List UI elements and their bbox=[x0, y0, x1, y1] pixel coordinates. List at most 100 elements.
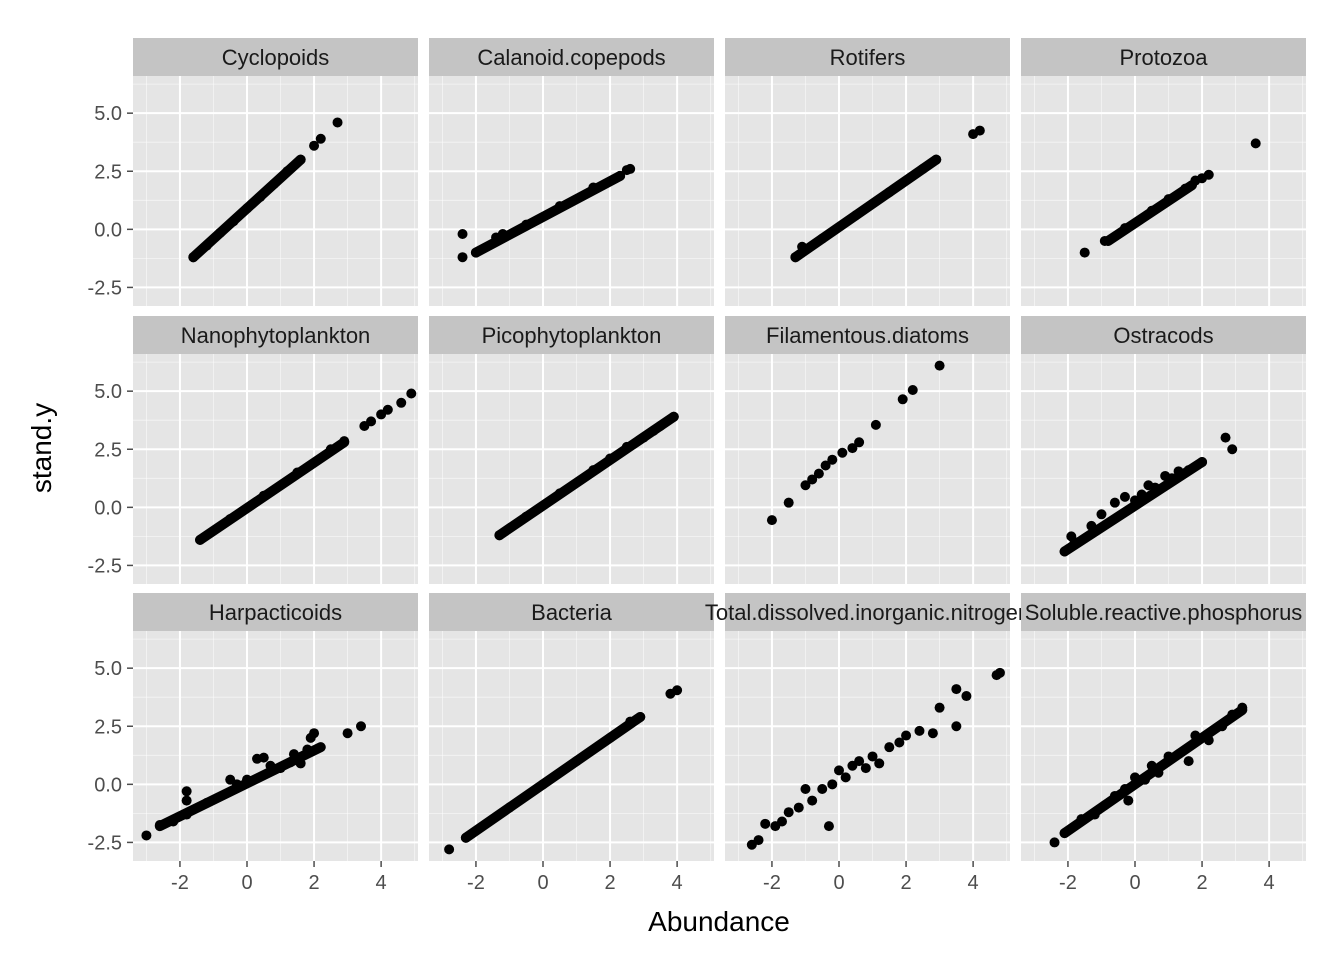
data-point bbox=[1069, 537, 1080, 548]
data-point bbox=[521, 219, 532, 230]
data-point bbox=[760, 818, 771, 829]
facet-data bbox=[188, 117, 343, 263]
y-tick-label: 2.5 bbox=[94, 161, 122, 183]
data-point bbox=[201, 240, 212, 251]
gridlines bbox=[133, 631, 418, 861]
data-point bbox=[951, 684, 962, 695]
y-tick-label: 5.0 bbox=[94, 103, 122, 125]
data-point bbox=[1086, 520, 1097, 531]
data-point bbox=[168, 816, 179, 827]
facet-panel: Harpacticoids bbox=[133, 593, 418, 861]
data-point bbox=[884, 742, 895, 753]
data-point bbox=[258, 752, 269, 763]
dense-point-band bbox=[1059, 457, 1208, 557]
x-tick-label: 2 bbox=[900, 872, 911, 894]
data-point bbox=[225, 513, 236, 524]
data-point bbox=[820, 460, 831, 471]
data-point bbox=[504, 802, 515, 813]
data-point bbox=[1203, 735, 1214, 746]
facet-data bbox=[1049, 702, 1248, 848]
data-point bbox=[807, 474, 818, 485]
data-point bbox=[870, 419, 881, 430]
data-point bbox=[894, 737, 905, 748]
facet-strip bbox=[133, 593, 418, 631]
facet-strip bbox=[429, 316, 714, 354]
facet-panels: Cyclopoids Calanoid.copepods Rotifers Proto… bbox=[133, 38, 1306, 861]
data-point bbox=[827, 454, 838, 465]
data-point bbox=[1227, 709, 1238, 720]
x-tick-label: 4 bbox=[376, 872, 387, 894]
facet-strip bbox=[1021, 593, 1306, 631]
x-tick-label: -2 bbox=[1059, 872, 1077, 894]
data-point bbox=[444, 844, 455, 855]
data-point bbox=[201, 797, 212, 808]
data-point bbox=[951, 721, 962, 732]
data-point bbox=[1173, 466, 1184, 477]
data-point bbox=[777, 816, 787, 827]
data-point bbox=[1153, 767, 1164, 778]
data-point bbox=[538, 779, 548, 790]
data-point bbox=[154, 819, 165, 830]
data-point bbox=[571, 756, 582, 767]
data-point bbox=[242, 774, 252, 785]
x-axis: -2 0 2 4 bbox=[467, 861, 683, 894]
data-point bbox=[927, 728, 938, 739]
facet-strip-label: Total.dissolved.inorganic.nitrogen bbox=[705, 600, 1030, 625]
data-point bbox=[837, 447, 848, 458]
data-point bbox=[625, 716, 636, 727]
data-point bbox=[1227, 444, 1238, 455]
data-point bbox=[1123, 795, 1134, 806]
data-point bbox=[1059, 828, 1070, 839]
data-point bbox=[854, 756, 865, 767]
facet-strip bbox=[1021, 38, 1306, 76]
data-point bbox=[356, 721, 366, 732]
data-point bbox=[1130, 772, 1140, 783]
x-tick-label: -2 bbox=[467, 872, 485, 894]
data-point bbox=[834, 765, 844, 776]
data-point bbox=[1203, 169, 1214, 180]
facet-data bbox=[1059, 432, 1238, 557]
facet-data bbox=[141, 721, 366, 841]
data-point bbox=[638, 432, 649, 443]
panel-background bbox=[133, 631, 418, 861]
data-point bbox=[188, 252, 199, 263]
y-tick-label: 5.0 bbox=[94, 658, 122, 680]
x-axis: -2 0 2 4 bbox=[763, 861, 979, 894]
data-point bbox=[605, 453, 616, 464]
data-point bbox=[141, 830, 152, 841]
facet-strip-label: Picophytoplankton bbox=[482, 323, 662, 348]
gridlines bbox=[1021, 631, 1306, 861]
data-point bbox=[817, 783, 828, 794]
data-point bbox=[258, 490, 269, 501]
data-point bbox=[181, 786, 192, 797]
data-point bbox=[470, 247, 481, 258]
data-point bbox=[635, 711, 646, 722]
facet-strip bbox=[429, 38, 714, 76]
data-point bbox=[396, 397, 407, 408]
data-point bbox=[615, 170, 626, 181]
x-axis-title: Abundance bbox=[648, 906, 790, 937]
gridlines bbox=[725, 354, 1010, 584]
data-point bbox=[994, 667, 1005, 678]
data-point bbox=[1250, 138, 1261, 149]
data-point bbox=[766, 515, 777, 526]
x-axis: -2 0 2 4 bbox=[1059, 861, 1275, 894]
facet-data bbox=[195, 388, 417, 545]
facet-panel: Ostracods bbox=[1021, 316, 1306, 584]
data-point bbox=[884, 187, 895, 198]
panel-background bbox=[133, 76, 418, 306]
data-point bbox=[554, 488, 565, 499]
data-point bbox=[494, 530, 505, 541]
data-point bbox=[265, 760, 276, 771]
data-point bbox=[1079, 247, 1090, 258]
facet-strip-label: Nanophytoplankton bbox=[181, 323, 371, 348]
facet-strip bbox=[725, 593, 1010, 631]
y-tick-label: 0.0 bbox=[94, 219, 122, 241]
panel-background bbox=[725, 76, 1010, 306]
facet-strip-label: Soluble.reactive.phosphorus bbox=[1025, 600, 1303, 625]
data-point bbox=[827, 779, 838, 790]
data-point bbox=[309, 728, 320, 739]
data-point bbox=[840, 772, 851, 783]
x-tick-label: 0 bbox=[833, 872, 844, 894]
dense-point-band bbox=[195, 437, 350, 545]
